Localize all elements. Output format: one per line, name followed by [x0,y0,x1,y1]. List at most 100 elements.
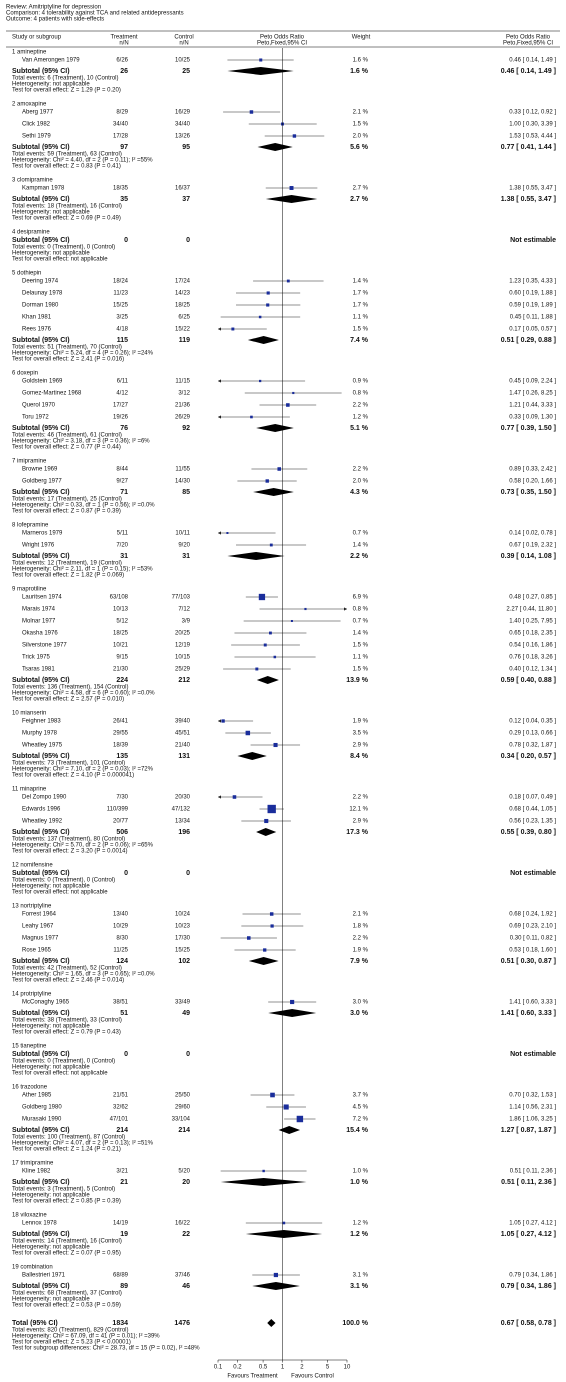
study-name: Wheatley 1975 [22,743,63,749]
treatment-events: 10/21 [113,643,129,649]
odds-ratio-ci: 0.17 [ 0.05, 0.57 ] [509,327,556,333]
summary-label: Subtotal (95% CI) [12,753,70,760]
odds-ratio-ci: 1.27 [ 0.87, 1.87 ] [501,1127,556,1134]
weight: 13.9 % [346,677,369,684]
odds-ratio-ci: 1.38 [ 0.55, 3.47 ] [501,196,556,203]
group-title: 14 protriptyline [12,992,52,998]
odds-ratio-ci: 1.38 [ 0.55, 3.47 ] [509,186,556,192]
summary-diamond [247,336,279,344]
study-square [269,631,272,635]
summary-diamond [265,195,318,203]
odds-ratio-ci: 0.58 [ 0.20, 1.66 ] [509,479,556,485]
treatment-total: 19 [120,1231,128,1238]
weight: 0.9 % [353,379,369,385]
control-events: 6/25 [178,315,190,321]
control-total: 31 [182,553,190,560]
treatment-events: 20/77 [113,819,129,825]
summary-label: Subtotal (95% CI) [12,237,70,244]
group-title: 3 clomipramine [12,178,53,184]
control-events: 39/40 [175,719,191,725]
odds-ratio-ci: 0.79 [ 0.34, 1.86 ] [501,1283,556,1290]
summary-diamond [253,488,294,496]
weight: 6.9 % [353,595,369,601]
subgroup-note: Total events: 137 (Treatment), 80 (Contr… [12,837,125,843]
subgroup-note: Heterogeneity: Chi² = 5.24, df = 4 (P = … [12,351,154,357]
total-note: Total events: 820 (Treatment), 829 (Cont… [12,1328,129,1334]
study-square [290,619,293,623]
weight: 2.7 % [350,196,369,203]
treatment-events: 32/62 [113,1105,129,1111]
weight: 1.2 % [350,1231,369,1238]
control-events: 34/40 [175,122,191,128]
weight: 1.1 % [353,655,369,661]
odds-ratio-ci: 0.77 [ 0.39, 1.50 ] [501,425,556,432]
weight: 8.4 % [350,753,369,760]
control-events: 16/29 [175,110,191,116]
summary-label: Subtotal (95% CI) [12,425,70,432]
study-name: Lennox 1978 [22,1221,57,1227]
summary-diamond [267,1319,276,1327]
treatment-events: 5/12 [116,619,128,625]
summary-label: Subtotal (95% CI) [12,829,70,836]
subgroup-note: Heterogeneity: Chi² = 7.10, df = 2 (P = … [12,767,154,773]
control-events: 14/23 [175,291,191,297]
control-total: 102 [178,958,190,965]
study-square [270,924,274,928]
column-header: Peto,Fixed,95% CI [503,41,553,47]
control-events: 20/25 [175,631,191,637]
subgroup-note: Test for overall effect: not applicable [12,890,108,896]
study-square [273,742,278,748]
treatment-events: 8/44 [116,467,128,473]
weight: 1.5 % [353,643,369,649]
treatment-events: 11/23 [113,291,128,297]
subgroup-note: Total events: 100 (Treatment), 87 (Contr… [12,1135,125,1141]
group-title: 6 doxepin [12,371,38,377]
summary-label: Subtotal (95% CI) [12,1010,70,1017]
weight: 2.2 % [353,795,369,801]
odds-ratio-ci: 0.77 [ 0.41, 1.44 ] [501,144,556,151]
study-name: Goldberg 1980 [22,1105,62,1111]
control-total: 37 [182,196,190,203]
treatment-total: 26 [120,68,128,75]
subgroup-note: Test for overall effect: Z = 1.29 (P = 0… [12,88,121,94]
weight: 7.9 % [350,958,369,965]
control-events: 18/25 [175,303,191,309]
control-events: 21/40 [175,743,191,749]
subgroup-note: Test for overall effect: Z = 0.77 (P = 0… [12,445,121,451]
summary-diamond [256,828,277,836]
subgroup-note: Total events: 136 (Treatment), 154 (Cont… [12,685,129,691]
weight: 2.2 % [353,403,369,409]
study-name: Ather 1985 [22,1093,52,1099]
control-events: 12/19 [175,643,191,649]
weight: 1.1 % [353,315,369,321]
study-name: Ballestrieri 1971 [22,1273,66,1279]
study-name: Wright 1976 [22,543,55,549]
ci-arrow [218,719,221,723]
study-name: Rose 1965 [22,948,52,954]
group-title: 7 imipramine [12,459,47,465]
column-header: Peto Odds Ratio [260,35,305,41]
treatment-events: 17/28 [113,134,129,140]
control-events: 17/30 [175,936,191,942]
control-events: 5/20 [178,1169,190,1175]
study-name: Van Amerongen 1979 [22,58,80,64]
subgroup-note: Heterogeneity: Chi² = 3.18, df = 3 (P = … [12,439,150,445]
subgroup-note: Test for overall effect: Z = 2.41 (P = 0… [12,357,124,363]
odds-ratio-ci: 0.51 [ 0.11, 2.36 ] [510,1169,557,1175]
subgroup-note: Total events: 14 (Treatment), 16 (Contro… [12,1239,122,1245]
odds-ratio-ci: 0.60 [ 0.19, 1.88 ] [509,291,556,297]
subgroup-note: Test for overall effect: Z = 1.24 (P = 0… [12,1147,121,1153]
favours-left: Favours Treatment [227,1374,278,1380]
control-events: 10/23 [175,924,191,930]
treatment-events: 18/35 [113,186,129,192]
odds-ratio-ci: 0.68 [ 0.24, 1.92 ] [509,912,556,918]
weight: 3.0 % [350,1010,369,1017]
odds-ratio-ci: 1.40 [ 0.25, 7.95 ] [509,619,556,625]
treatment-total: 214 [116,1127,128,1134]
study-name: Okasha 1976 [22,631,58,637]
weight: 1.5 % [353,327,369,333]
control-events: 11/15 [175,379,190,385]
treatment-events: 3/21 [116,1169,128,1175]
study-square [269,912,274,916]
summary-label: Subtotal (95% CI) [12,1051,70,1058]
